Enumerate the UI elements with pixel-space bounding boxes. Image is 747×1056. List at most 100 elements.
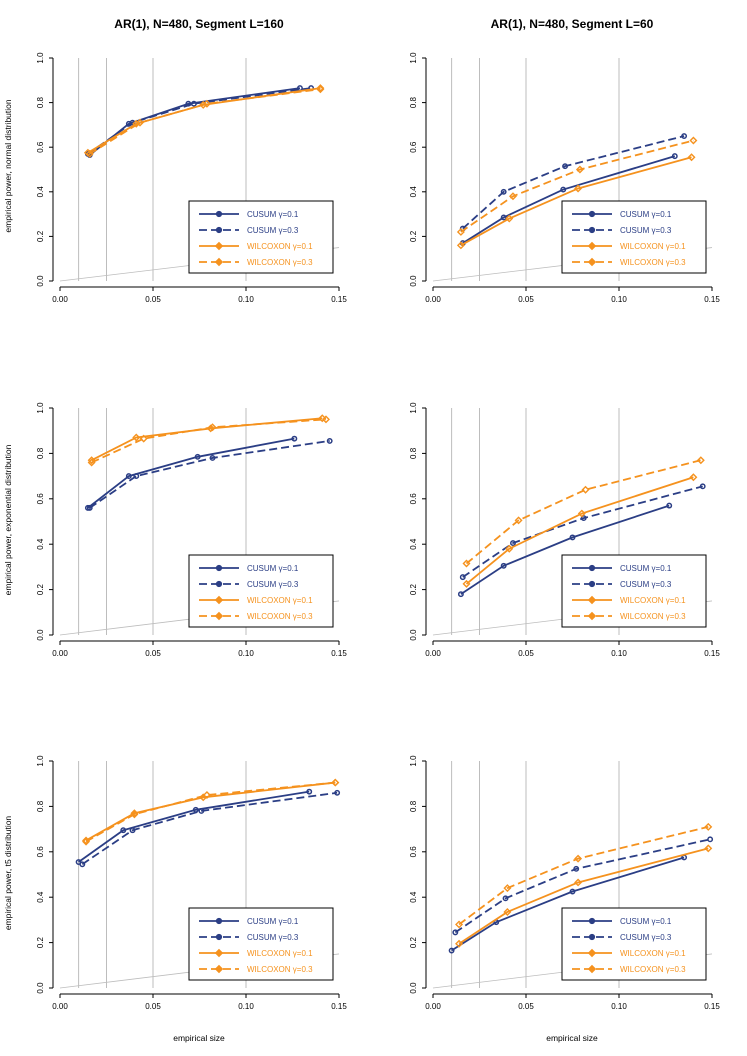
data-point [139,434,148,443]
legend-marker [215,210,223,218]
x-tick-label: 0.10 [611,1002,627,1011]
data-point [707,836,714,843]
x-tick-label: 0.15 [704,649,720,658]
y-tick-label: 0.0 [36,629,45,641]
data-point [574,184,583,193]
x-tick-label: 0.10 [611,295,627,304]
data-point [696,456,705,465]
chart-panel-4: 0.00 0.05 0.10 0.15 0.0 0.2 0.4 0.6 0.8 1.0 CUSUM … [409,402,720,658]
x-tick-label: 0.15 [704,295,720,304]
legend-marker [215,917,223,925]
series-line [89,440,330,509]
legend-box [188,907,334,981]
data-point [462,559,471,568]
series-line [458,825,709,926]
data-point [581,485,590,494]
series-line [87,87,321,154]
legend-marker [587,241,597,251]
legend-marker [214,257,224,267]
legend-marker [587,611,597,621]
y-tick-label: 1.0 [36,402,45,414]
data-point [452,929,459,936]
legend-box [561,554,707,628]
series-line [460,139,694,233]
data-point [505,544,514,553]
legend-marker [215,226,223,234]
legend-label: CUSUM γ=0.3 [247,580,299,589]
legend-label: WILCOXON γ=0.3 [620,612,686,621]
series-wilcoxon-gamma-0-1 [456,153,696,250]
y-tick-label: 0.0 [36,982,45,994]
row-ylabel-exponential: empirical power, exponential distributio… [3,444,13,595]
data-point [316,84,325,93]
legend-marker [588,564,596,572]
series-wilcoxon-gamma-0-3 [87,415,330,467]
x-tick-label: 0.00 [52,1002,68,1011]
data-point [574,878,583,887]
data-point [577,509,586,518]
y-tick-label: 0.8 [409,447,418,459]
legend-marker [587,595,597,605]
data-point [455,920,464,929]
data-point [503,884,512,893]
data-point [202,791,211,800]
data-point [79,861,86,868]
data-point [689,473,698,482]
x-tick-label: 0.10 [238,1002,254,1011]
series-line [454,838,711,934]
legend-marker [215,933,223,941]
legend-marker [587,948,597,958]
legend-label: CUSUM γ=0.1 [247,564,299,573]
data-point [132,433,141,442]
axes: 0.00 0.05 0.10 0.15 0.0 0.2 0.4 0.6 0.8 1.0 [409,755,720,1011]
legend-marker [588,933,596,941]
data-point [681,133,688,140]
series-cusum-gamma-0-3 [459,133,688,232]
y-tick-label: 0.2 [409,583,418,595]
series-cusum-gamma-0-3 [84,85,315,157]
x-tick-label: 0.10 [238,649,254,658]
data-point [699,483,706,490]
x-tick-label: 0.05 [145,295,161,304]
data-point [456,241,465,250]
y-tick-label: 1.0 [409,402,418,414]
chart-panel-5: 0.00 0.05 0.10 0.15 0.0 0.2 0.4 0.6 0.8 1.0 CUSUM … [36,755,347,1011]
x-tick-label: 0.05 [518,1002,534,1011]
x-tick-label: 0.00 [52,295,68,304]
data-point [202,99,211,108]
data-point [514,516,523,525]
y-tick-label: 0.6 [36,846,45,858]
y-tick-label: 0.2 [36,583,45,595]
series-wilcoxon-gamma-0-3 [455,822,713,929]
series-cusum-gamma-0-1 [86,85,303,158]
series-line [458,847,709,945]
y-tick-label: 0.8 [36,96,45,108]
row-ylabel-t5: empirical power, t5 distribution [3,816,13,931]
legend-label: CUSUM γ=0.1 [247,210,299,219]
data-point [130,809,139,818]
data-point [671,153,678,160]
data-point [86,504,93,511]
data-point [306,788,313,795]
data-point [503,907,512,916]
data-point [87,456,96,465]
legend: CUSUM γ=0.1 CUSUM γ=0.3 WILCOXON γ=0.1 WILC… [188,554,334,628]
y-tick-label: 0.4 [36,538,45,550]
data-point [190,100,197,107]
legend-marker [588,917,596,925]
chart-panel-6: 0.00 0.05 0.10 0.15 0.0 0.2 0.4 0.6 0.8 1.0 CUSUM … [409,755,720,1011]
y-tick-label: 0.4 [36,891,45,903]
y-tick-label: 0.2 [409,230,418,242]
series-wilcoxon-gamma-0-3 [456,136,698,236]
data-point [569,534,576,541]
data-point [82,837,91,846]
data-point [687,153,696,162]
data-point [331,778,340,787]
legend-marker [214,964,224,974]
legend-label: CUSUM γ=0.3 [247,933,299,942]
legend-box [188,200,334,274]
data-point [666,502,673,509]
y-tick-label: 0.4 [409,186,418,198]
chart-panel-1: 0.00 0.05 0.10 0.15 0.0 0.2 0.4 0.6 0.8 1.0 CUSUM … [36,52,347,304]
data-point [580,515,587,522]
